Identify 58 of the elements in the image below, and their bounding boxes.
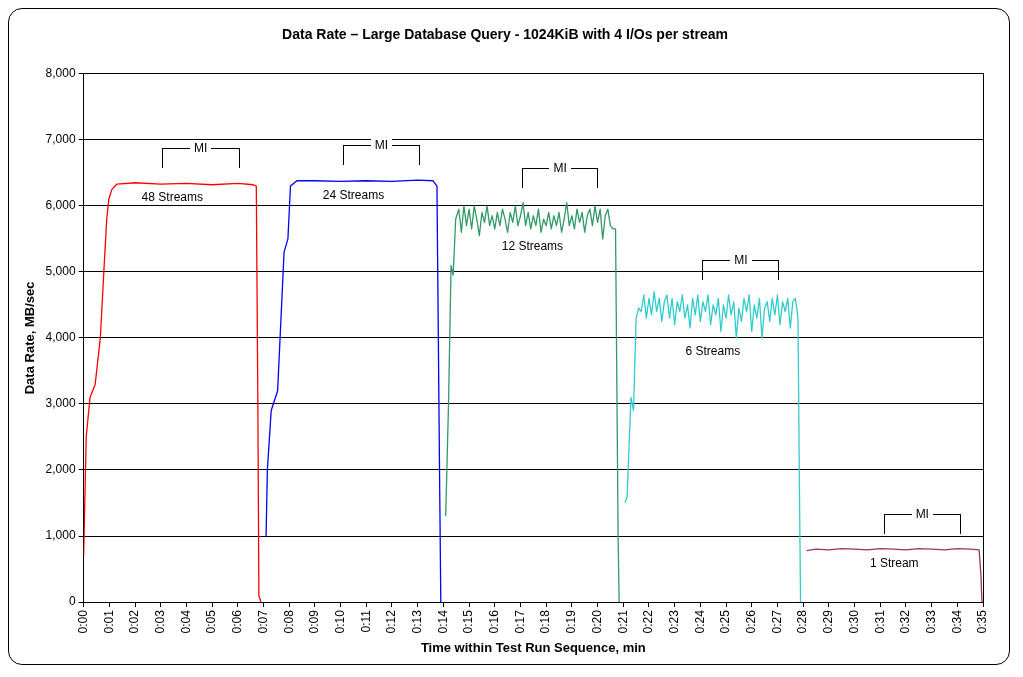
x-tick-label: 0:23 xyxy=(666,609,681,634)
x-tick-label: 0:13 xyxy=(409,609,424,634)
annotation: MI xyxy=(549,160,571,175)
x-tick-label: 0:24 xyxy=(692,609,707,634)
y-tick-label: 5,000 xyxy=(45,264,76,279)
annotation: MI xyxy=(730,253,752,267)
x-tick-label: 0:29 xyxy=(821,609,836,634)
x-tick-label: 0:10 xyxy=(332,609,347,634)
x-tick-label: 0:28 xyxy=(795,609,810,634)
x-tick-label: 0:19 xyxy=(564,609,579,634)
series-label: 6 Streams xyxy=(685,344,741,359)
chart-title: Data Rate – Large Database Query - 1024KiB with 4 I/Os per stream xyxy=(282,26,728,43)
x-tick-label: 0:15 xyxy=(461,609,476,634)
y-tick-label: 0 xyxy=(68,594,76,609)
x-tick-label: 0:17 xyxy=(512,609,527,634)
x-tick-label: 0:11 xyxy=(358,609,373,633)
y-tick-label: 4,000 xyxy=(45,330,76,345)
y-tick-label: 2,000 xyxy=(45,462,76,477)
x-tick-label: 0:31 xyxy=(872,609,887,634)
y-tick-label: 6,000 xyxy=(45,198,76,213)
x-tick-label: 0:32 xyxy=(898,609,913,634)
x-tick-label: 0:30 xyxy=(846,609,861,634)
x-tick-label: 0:05 xyxy=(204,609,219,634)
x-tick-label: 0:00 xyxy=(75,609,90,634)
x-tick-label: 0:08 xyxy=(281,609,296,634)
x-tick-label: 0:25 xyxy=(718,609,733,634)
x-tick-label: 0:33 xyxy=(923,609,938,634)
series-label: 1 Stream xyxy=(869,556,919,571)
x-tick-label: 0:20 xyxy=(589,609,604,634)
annotation: MI xyxy=(189,141,212,156)
x-tick-label: 0:26 xyxy=(744,609,759,634)
annotation: MI xyxy=(911,506,933,521)
x-tick-label: 0:09 xyxy=(307,609,322,634)
x-tick-label: 0:07 xyxy=(255,609,270,634)
x-axis-title: Time within Test Run Sequence, min xyxy=(420,639,646,655)
y-tick-label: 8,000 xyxy=(45,66,76,81)
y-tick-label: 1,000 xyxy=(45,528,76,543)
x-tick-label: 0:04 xyxy=(178,609,193,634)
series-label: 12 Streams xyxy=(501,238,564,253)
x-tick-label: 0:06 xyxy=(230,609,245,634)
x-tick-label: 0:27 xyxy=(769,609,784,634)
series-label: 24 Streams xyxy=(322,187,385,202)
x-tick-label: 0:02 xyxy=(127,609,142,634)
annotation: MI xyxy=(370,138,393,153)
x-tick-label: 0:16 xyxy=(487,609,502,634)
y-tick-label: 3,000 xyxy=(45,396,76,411)
x-tick-label: 0:12 xyxy=(384,609,399,634)
x-tick-label: 0:14 xyxy=(435,609,450,634)
y-tick-label: 7,000 xyxy=(45,132,76,147)
y-axis-title: Data Rate, MB/sec xyxy=(22,281,38,395)
x-tick-label: 0:35 xyxy=(975,609,990,634)
x-tick-label: 0:01 xyxy=(101,609,116,634)
x-tick-label: 0:03 xyxy=(153,609,168,634)
x-tick-label: 0:18 xyxy=(538,609,553,634)
x-tick-label: 0:22 xyxy=(641,609,656,634)
x-tick-label: 0:34 xyxy=(949,609,964,634)
series-label: 48 Streams xyxy=(141,190,203,205)
x-tick-label: 0:21 xyxy=(615,609,630,634)
